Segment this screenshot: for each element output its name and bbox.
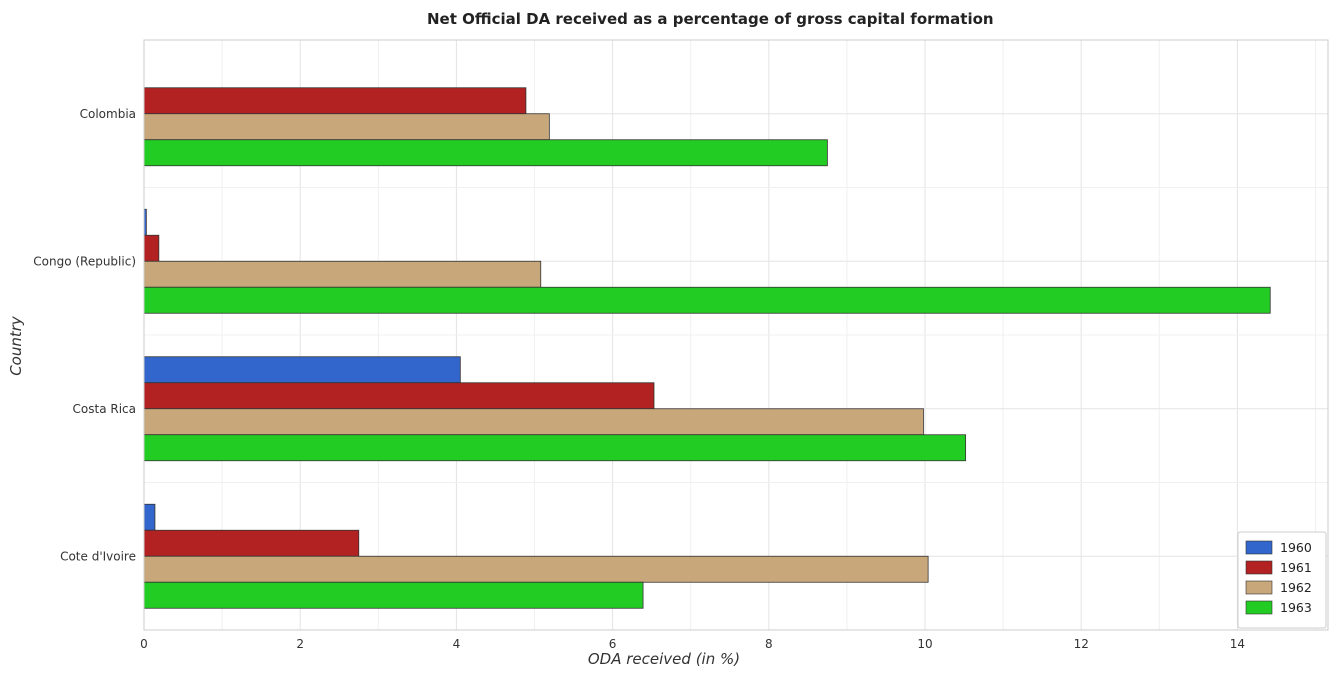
y-tick-label: Cote d'Ivoire (60, 549, 136, 563)
bar-1963-costa-rica (143, 434, 967, 462)
legend-swatch-1961 (1245, 560, 1273, 575)
bar-1963-congo-republic- (143, 286, 1271, 314)
y-axis-label: Country (7, 315, 25, 376)
bar-1961-costa-rica (143, 382, 655, 410)
bar-1962-congo-republic- (143, 260, 542, 288)
x-tick-label: 14 (1230, 637, 1245, 651)
x-tick-label: 4 (453, 637, 461, 651)
plot-area: 0 2 4 6 8 10 12 14 Colombia Congo (Republic) Costa… (33, 39, 1329, 651)
bar-1962-costa-rica (143, 408, 924, 436)
bar-1961-cote-d-ivoire (143, 529, 360, 557)
legend-label-1961: 1961 (1280, 560, 1312, 575)
legend-swatch-1963 (1245, 600, 1273, 615)
legend-label-1962: 1962 (1280, 580, 1312, 595)
legend-label-1960: 1960 (1280, 540, 1312, 555)
bar-1960-costa-rica (143, 356, 461, 384)
legend-label-1963: 1963 (1280, 600, 1312, 615)
x-tick-label: 6 (609, 637, 617, 651)
x-tick-label: 10 (917, 637, 932, 651)
x-tick-label: 8 (765, 637, 773, 651)
y-tick-label: Costa Rica (73, 402, 136, 416)
y-tick-label: Colombia (80, 107, 136, 121)
bar-1961-congo-republic- (143, 234, 160, 262)
legend-swatch-1960 (1245, 540, 1273, 555)
x-tick-label: 0 (140, 637, 148, 651)
x-axis-label: ODA received (in %) (588, 650, 740, 668)
bar-1963-cote-d-ivoire (143, 581, 644, 609)
bar-1960-cote-d-ivoire (143, 503, 156, 531)
chart-title: Net Official DA received as a percentage… (427, 10, 994, 28)
bar-1961-colombia (143, 87, 527, 115)
bar-1962-cote-d-ivoire (143, 555, 929, 583)
plot-frame (143, 39, 1329, 631)
legend: 1960 1961 1962 1963 (1237, 531, 1327, 629)
bar-1962-colombia (143, 113, 550, 141)
y-tick-label: Congo (Republic) (33, 254, 136, 268)
legend-swatch-1962 (1245, 580, 1273, 595)
x-tick-label: 12 (1074, 637, 1089, 651)
bar-1963-colombia (143, 139, 828, 167)
x-tick-label: 2 (296, 637, 304, 651)
